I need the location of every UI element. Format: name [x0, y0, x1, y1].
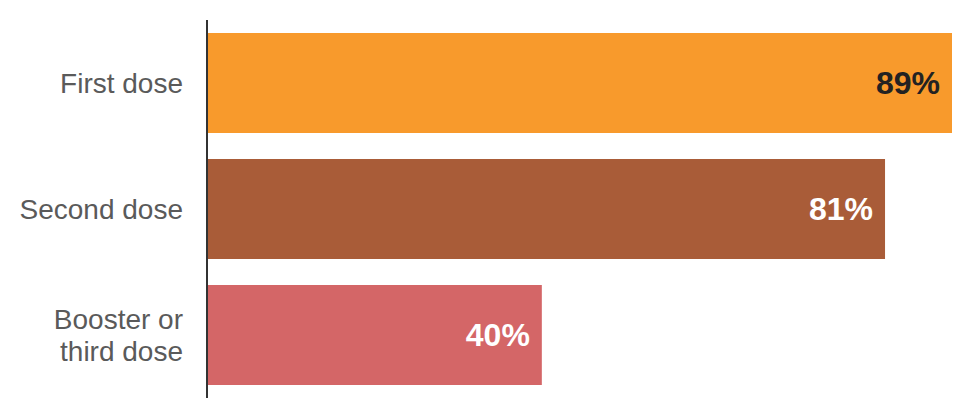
svg-text:Booster orthird dose: Booster orthird dose	[54, 304, 183, 367]
svg-text:81%: 81%	[809, 191, 873, 227]
svg-text:40%: 40%	[466, 317, 530, 353]
svg-text:89%: 89%	[876, 65, 940, 101]
svg-text:First dose: First dose	[60, 68, 183, 99]
svg-text:Second dose: Second dose	[20, 194, 183, 225]
